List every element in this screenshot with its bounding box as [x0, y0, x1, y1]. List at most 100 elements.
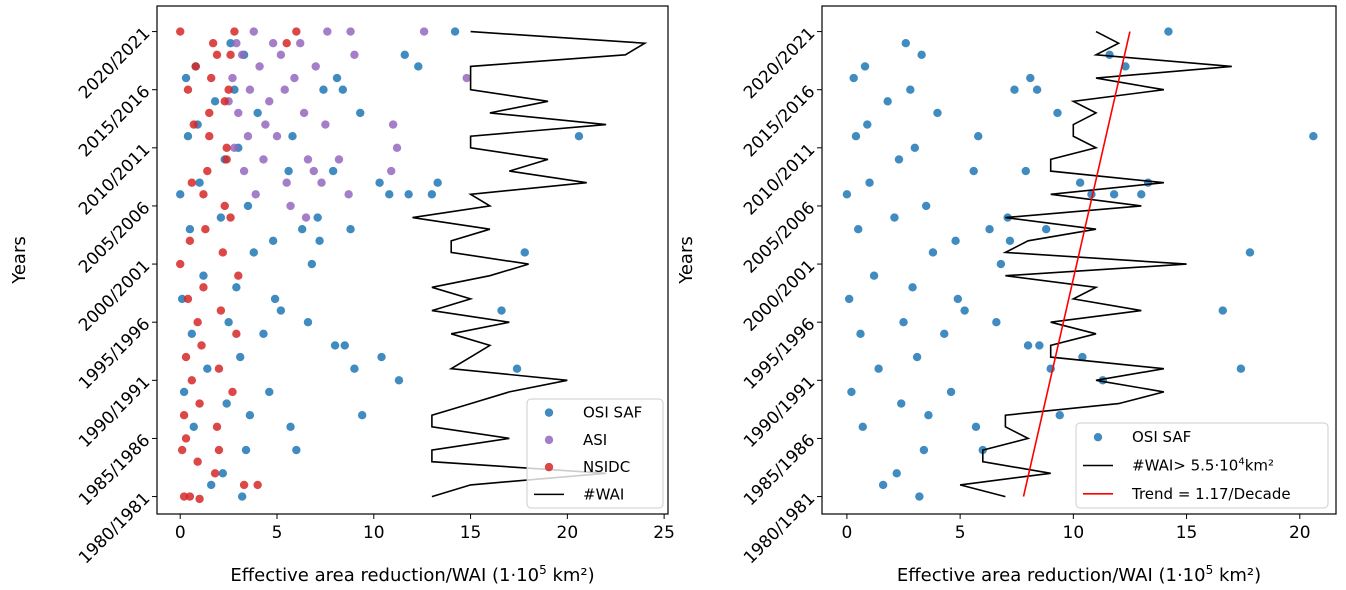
line-wai — [412, 30, 648, 498]
x-axis-label-unit: km²) — [1213, 565, 1261, 586]
point-nsidc — [191, 62, 200, 71]
point-osi-saf — [906, 85, 915, 94]
point-nsidc — [185, 236, 195, 246]
point-osi-saf — [1041, 224, 1051, 234]
point-nsidc — [230, 27, 239, 36]
point-nsidc — [214, 445, 224, 455]
point-osi-saf — [400, 50, 409, 60]
point-osi-saf — [1053, 108, 1062, 118]
point-osi-saf — [340, 341, 349, 350]
point-osi-saf — [915, 492, 924, 501]
point-nsidc — [292, 27, 301, 36]
point-nsidc — [222, 155, 231, 164]
point-osi-saf — [1164, 27, 1173, 36]
point-asi — [346, 27, 355, 36]
point-osi-saf — [338, 85, 348, 94]
point-osi-saf — [181, 73, 191, 83]
point-osi-saf — [303, 317, 313, 327]
right-chart-panel: 0 5 10 15 201980/19811985/19861990/19911995/… — [676, 5, 1337, 586]
x-tick-label: 15 — [1176, 523, 1198, 543]
point-osi-saf — [330, 341, 340, 350]
point-osi-saf — [1055, 410, 1064, 420]
point-nsidc — [239, 480, 249, 490]
point-osi-saf — [328, 166, 338, 176]
point-asi — [311, 62, 320, 71]
point-osi-saf — [268, 236, 278, 246]
plot-area — [176, 27, 648, 504]
point-osi-saf — [1026, 73, 1035, 83]
point-osi-saf — [357, 410, 367, 420]
point-osi-saf — [497, 306, 506, 315]
point-nsidc — [205, 131, 214, 141]
point-osi-saf — [883, 97, 892, 106]
point-osi-saf — [890, 213, 899, 222]
y-axis-label: Years — [676, 236, 697, 285]
point-nsidc — [282, 38, 291, 48]
point-osi-saf — [1309, 131, 1318, 141]
point-osi-saf — [203, 364, 212, 373]
point-osi-saf — [292, 445, 301, 455]
point-asi — [290, 73, 299, 83]
point-osi-saf — [865, 178, 874, 187]
point-nsidc — [193, 317, 202, 327]
legend-box — [1075, 422, 1329, 509]
point-osi-saf — [1137, 190, 1146, 199]
point-asi — [334, 155, 344, 164]
point-osi-saf — [1032, 85, 1042, 94]
point-osi-saf — [924, 410, 933, 420]
point-osi-saf — [315, 236, 324, 246]
point-osi-saf — [908, 283, 917, 292]
point-asi — [286, 201, 295, 211]
point-osi-saf — [232, 283, 241, 292]
point-nsidc — [222, 143, 231, 153]
point-nsidc — [218, 248, 228, 257]
point-asi — [276, 50, 286, 60]
point-osi-saf — [928, 248, 938, 257]
point-asi — [280, 85, 289, 94]
point-osi-saf — [1121, 62, 1130, 71]
point-osi-saf — [1075, 178, 1085, 187]
point-asi — [268, 38, 278, 48]
point-asi — [228, 73, 237, 83]
point-osi-saf — [297, 224, 307, 234]
point-asi — [296, 38, 305, 48]
point-osi-saf — [894, 155, 904, 164]
point-osi-saf — [951, 236, 960, 246]
legend-label: Trend = 1.17/Decade — [1131, 485, 1291, 503]
point-osi-saf — [350, 364, 359, 373]
point-nsidc — [183, 85, 193, 94]
point-nsidc — [210, 469, 220, 478]
legend-label: NSIDC — [583, 458, 630, 476]
point-asi — [245, 85, 255, 94]
point-osi-saf — [313, 213, 322, 222]
point-asi — [234, 108, 243, 118]
legend-label-unit: km² — [1245, 457, 1274, 475]
x-tick-label: 20 — [1289, 523, 1311, 543]
point-osi-saf — [179, 387, 189, 397]
x-tick-label: 15 — [460, 523, 482, 543]
point-osi-saf — [1005, 236, 1015, 246]
point-nsidc — [214, 364, 224, 373]
point-osi-saf — [863, 120, 872, 129]
point-nsidc — [201, 224, 210, 234]
series-nsidc — [176, 27, 301, 504]
point-osi-saf — [1035, 341, 1044, 350]
point-nsidc — [232, 329, 241, 339]
legend-label-exponent: 4 — [1238, 457, 1244, 468]
point-osi-saf — [1236, 364, 1246, 373]
point-asi — [301, 213, 311, 222]
point-osi-saf — [858, 422, 867, 432]
legend-label: ASI — [583, 431, 607, 449]
point-osi-saf — [985, 224, 994, 234]
point-asi — [239, 166, 249, 176]
point-osi-saf — [259, 329, 268, 339]
point-asi — [243, 131, 253, 141]
legend-marker — [1093, 432, 1103, 442]
point-osi-saf — [236, 352, 245, 362]
point-osi-saf — [992, 317, 1001, 327]
legend: OSI SAF #WAI> 5.5·104km² Trend = 1.17/Deca… — [1075, 422, 1329, 509]
point-asi — [259, 155, 268, 164]
point-asi — [321, 120, 330, 129]
point-osi-saf — [427, 190, 437, 199]
